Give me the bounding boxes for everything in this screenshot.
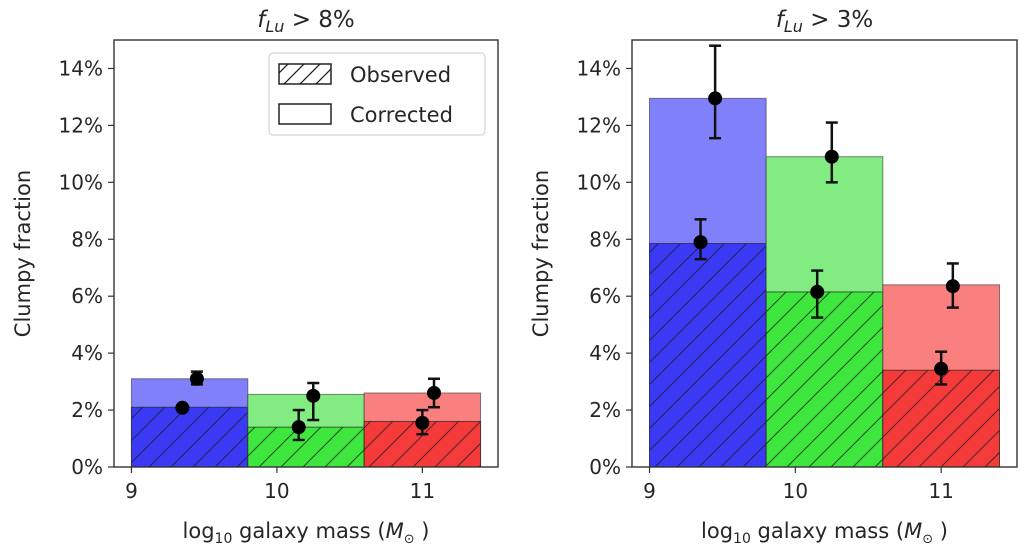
legend-label-0: Observed [350,63,451,87]
chart-title: fLu > 3% [776,7,874,36]
y-tick-label: 8% [589,227,621,251]
x-tick-label: 10 [783,479,808,503]
data-point-corrected-1 [708,91,723,106]
bar-observed-hatch-0 [131,407,248,467]
chart-title: fLu > 8% [257,7,355,36]
title-subscript: Lu [265,17,284,36]
bar-observed-hatch-0 [649,243,767,467]
y-tick-label: 0% [71,455,103,479]
y-tick-label: 10% [577,170,621,194]
y-tick-label: 12% [59,113,103,137]
axes-frame [113,39,499,468]
x-axis-label: log10 galaxy mass (M⊙ ) [701,519,948,547]
axes-frame [631,39,1018,468]
legend-swatch-hatched [278,63,332,85]
x-tick-label: 9 [125,479,138,503]
xlabel-close: ) [933,519,948,543]
bar-observed-hatch-1 [247,427,365,467]
x-tick-label: 11 [928,479,953,503]
x-tick-label: 10 [264,479,289,503]
y-tick-label: 14% [59,56,103,80]
title-rest: > 8% [284,7,354,33]
xlabel-symbol: M [904,519,922,543]
y-tick-label: 2% [589,398,621,422]
y-tick-label: 6% [589,284,621,308]
data-point-corrected-1 [189,371,204,386]
legend-swatch-plain [278,103,332,125]
y-tick-label: 6% [71,284,103,308]
legend-label-1: Corrected [350,103,453,127]
xlabel-subscript: 10 [215,531,233,547]
xlabel-symbol-subscript: ⊙ [922,532,933,547]
title-subscript: Lu [784,17,803,36]
data-point-observed-2 [291,420,306,435]
y-tick-label: 4% [589,341,621,365]
y-axis-label: Clumpy fraction [529,170,553,337]
data-point-corrected-5 [427,385,441,400]
x-tick-label: 9 [643,479,656,503]
data-point-observed-2 [810,284,825,299]
y-tick-label: 0% [589,455,621,479]
x-tick-label: 11 [410,479,435,503]
xlabel-subscript: 10 [733,531,751,547]
y-tick-label: 10% [59,170,103,194]
data-point-observed-0 [175,400,190,415]
y-tick-label: 8% [71,227,103,251]
bar-observed-hatch-1 [766,291,883,467]
y-tick-label: 2% [71,398,103,422]
data-point-corrected-3 [306,388,321,403]
title-rest: > 3% [803,7,873,33]
y-axis-label: Clumpy fraction [11,170,35,337]
y-tick-label: 4% [71,341,103,365]
xlabel-symbol: M [386,519,404,543]
data-point-observed-0 [693,235,708,250]
legend: Observed Corrected [268,52,486,136]
xlabel-log: log [183,519,215,543]
xlabel-text: galaxy mass ( [232,519,385,543]
xlabel-close: ) [415,519,430,543]
data-point-corrected-3 [824,149,839,164]
title-symbol: f [776,7,787,33]
data-point-corrected-5 [945,279,960,294]
xlabel-symbol-subscript: ⊙ [404,532,415,547]
xlabel-text: galaxy mass ( [751,519,904,543]
y-tick-label: 14% [577,56,621,80]
y-tick-label: 12% [577,113,621,137]
bar-observed-hatch-2 [882,370,1000,467]
data-point-observed-4 [934,361,949,376]
xlabel-log: log [701,519,733,543]
title-symbol: f [257,7,268,33]
data-point-observed-4 [415,415,430,430]
x-axis-label: log10 galaxy mass (M⊙ ) [183,519,430,547]
